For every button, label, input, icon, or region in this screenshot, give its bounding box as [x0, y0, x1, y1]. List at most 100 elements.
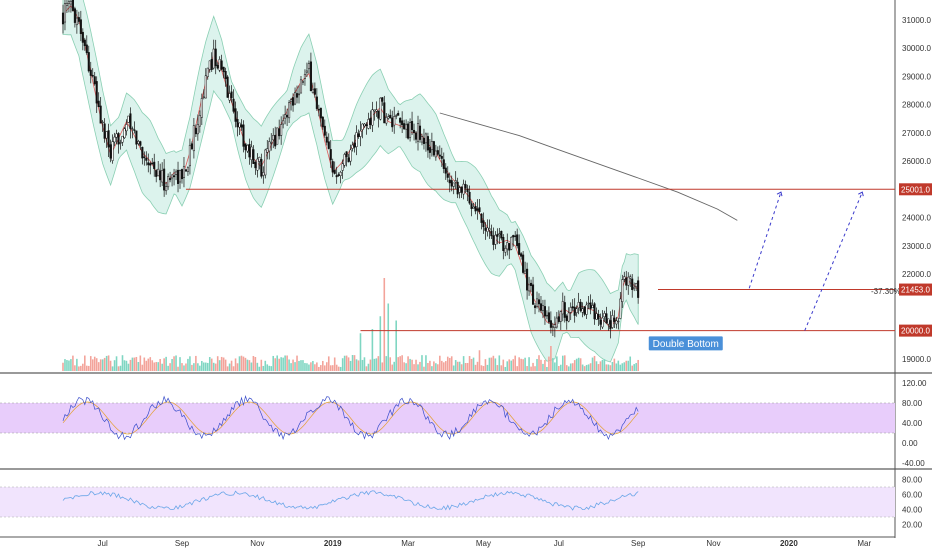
candle-body: [460, 186, 463, 193]
candle-body: [119, 142, 122, 144]
volume-bar: [591, 357, 594, 371]
volume-bar: [262, 365, 265, 371]
volume-bar: [153, 362, 156, 371]
volume-bar: [437, 364, 439, 371]
candle-body: [633, 286, 636, 289]
candle-body: [397, 113, 400, 116]
candle-body: [412, 129, 416, 133]
price-tick-label: 26000.0: [902, 157, 931, 166]
candle-body: [95, 81, 98, 104]
volume-bar: [498, 355, 501, 371]
volume-bar: [504, 366, 507, 371]
candle-body: [565, 315, 568, 321]
volume-bar: [542, 363, 544, 371]
volume-bar: [421, 355, 423, 371]
volume-bar: [288, 359, 290, 371]
candle-body: [339, 171, 342, 176]
volume-bar: [405, 363, 407, 371]
volume-bar: [310, 362, 312, 371]
candle-body: [522, 254, 525, 273]
candle-body: [272, 135, 275, 141]
candle-body: [545, 314, 548, 317]
volume-bar: [292, 359, 294, 371]
volume-bar: [351, 355, 354, 371]
candle-body: [637, 280, 640, 298]
volume-bar: [345, 355, 348, 371]
candle-body: [563, 302, 566, 318]
candle-body: [414, 132, 418, 140]
volume-bar: [85, 365, 88, 371]
candle-body: [432, 141, 435, 156]
volume-bar: [450, 356, 453, 371]
volume-bar: [577, 357, 580, 371]
candle-body: [266, 148, 269, 153]
volume-bar: [250, 362, 253, 371]
volume-bar: [466, 362, 469, 371]
volume-bar: [256, 362, 259, 371]
volume-bar: [286, 355, 288, 371]
volume-bar: [64, 359, 66, 371]
volume-bar: [95, 358, 98, 371]
candle-body: [65, 3, 69, 6]
candle-body: [85, 44, 88, 54]
candle-body: [214, 48, 217, 67]
candle-body: [436, 150, 439, 155]
candle-body: [579, 301, 582, 311]
candle-body: [446, 173, 449, 178]
candle-body: [458, 187, 461, 193]
volume-bar: [502, 359, 505, 371]
candle-body: [583, 306, 586, 315]
volume-bar: [552, 358, 554, 371]
stochastic-k-line: [62, 394, 639, 441]
candle-body: [603, 313, 606, 317]
candle-body: [609, 320, 612, 330]
volume-bar: [546, 366, 548, 371]
candle-body: [250, 146, 253, 160]
volume-bar: [327, 356, 330, 371]
volume-bar: [274, 358, 277, 371]
volume-bar: [486, 364, 489, 371]
volume-bar: [167, 365, 169, 371]
candle-body: [401, 120, 404, 126]
volume-bar: [518, 357, 520, 371]
volume-bar: [131, 357, 134, 371]
candle-body: [535, 298, 539, 307]
volume-bar: [425, 355, 427, 371]
volume-bar: [435, 363, 437, 371]
volume-bar: [208, 357, 211, 371]
candle-body: [500, 230, 503, 239]
candle-body: [403, 123, 406, 130]
candle-body: [313, 88, 316, 95]
volume-bar: [113, 360, 116, 371]
candle-body: [531, 284, 535, 305]
candle-body: [617, 320, 620, 323]
candle-body: [216, 64, 219, 69]
candle-body: [599, 319, 602, 325]
candle-body: [153, 161, 156, 169]
volume-bar: [139, 355, 142, 371]
candle-body: [121, 136, 124, 143]
percent-change-label: -37.30%: [871, 287, 901, 296]
candle-body: [476, 208, 479, 211]
candle-body: [109, 144, 112, 159]
volume-bar: [62, 362, 64, 371]
candle-body: [343, 154, 346, 166]
candle-body: [317, 109, 320, 111]
candle-body: [67, 1, 70, 4]
volume-bar: [526, 366, 528, 371]
volume-bar: [623, 362, 626, 371]
candle-body: [218, 59, 221, 71]
volume-bar: [627, 360, 630, 371]
volume-bar: [312, 360, 314, 371]
candle-body: [180, 169, 184, 180]
candle-body: [188, 144, 191, 167]
candle-body: [549, 320, 552, 328]
price-tick-label: 24000.0: [902, 214, 931, 223]
stochastic-band: [0, 403, 895, 433]
time-tick-label: Nov: [706, 539, 720, 548]
volume-bar: [155, 362, 158, 371]
volume-bar: [637, 359, 639, 371]
candle-body: [311, 88, 314, 94]
candle-body: [238, 122, 241, 128]
